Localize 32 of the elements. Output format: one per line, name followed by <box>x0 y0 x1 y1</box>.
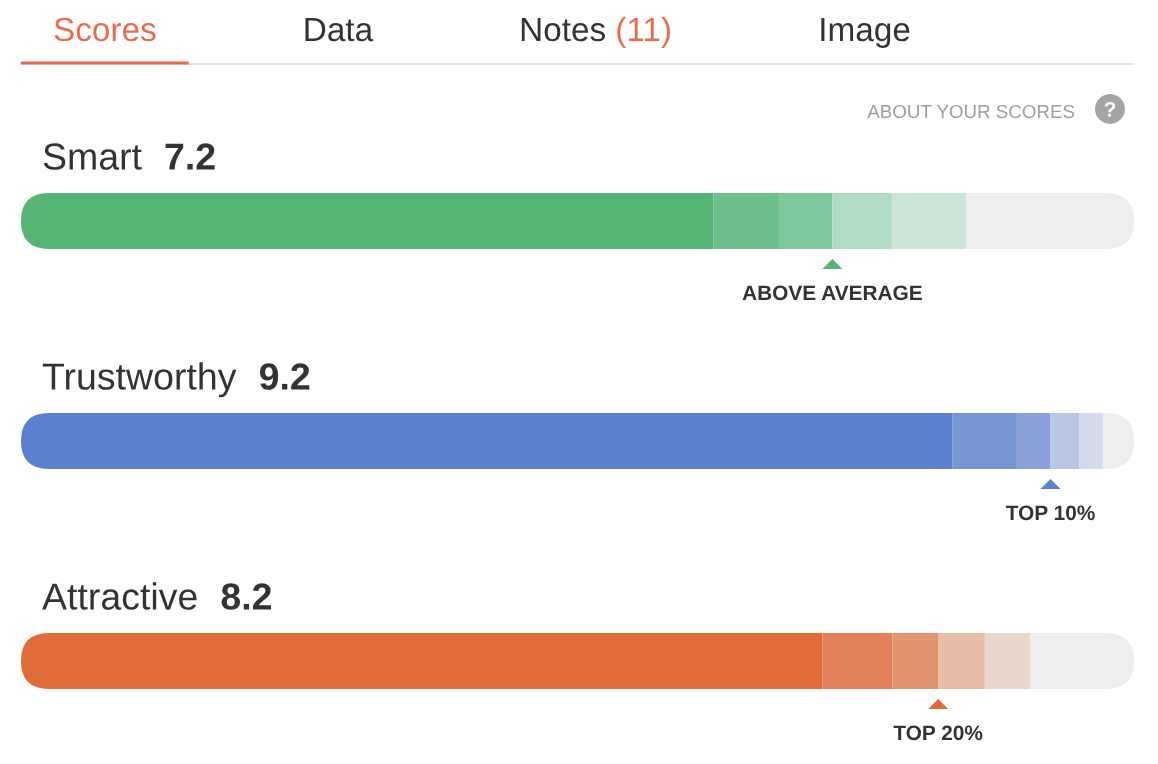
chart-subtitle: 9.2 <box>259 363 310 390</box>
chart-subtitle: 8.2 <box>221 583 271 610</box>
text: Data <box>305 18 374 42</box>
bar <box>778 193 833 249</box>
bar <box>892 633 939 689</box>
chart-subtitle: 7.2 <box>165 143 215 170</box>
bar <box>832 193 893 249</box>
bar <box>713 193 779 249</box>
bar <box>1050 413 1080 469</box>
text: Notes (11) <box>521 16 670 48</box>
bar <box>822 633 893 689</box>
chart-title: Attractive <box>42 582 197 610</box>
text: Scores <box>54 17 156 42</box>
bar <box>1030 633 1134 689</box>
bar <box>892 193 966 249</box>
text: TOP 20% <box>893 725 983 741</box>
bar <box>984 633 1031 689</box>
text: Image <box>821 18 910 48</box>
chart-title: Smart <box>43 143 142 170</box>
text: ABOVE AVERAGE <box>742 285 922 301</box>
bar <box>1016 413 1051 469</box>
bar <box>21 193 714 249</box>
bar <box>21 413 953 469</box>
text: ? <box>1104 102 1116 117</box>
chart-title: Trustworthy <box>42 362 237 398</box>
bar <box>938 633 985 689</box>
bar <box>952 413 1017 469</box>
bar <box>1079 413 1103 469</box>
bar <box>965 193 1134 249</box>
text: ABOUT YOUR SCORES <box>867 104 1075 119</box>
bar <box>21 633 823 689</box>
text: TOP 10% <box>1005 505 1095 521</box>
